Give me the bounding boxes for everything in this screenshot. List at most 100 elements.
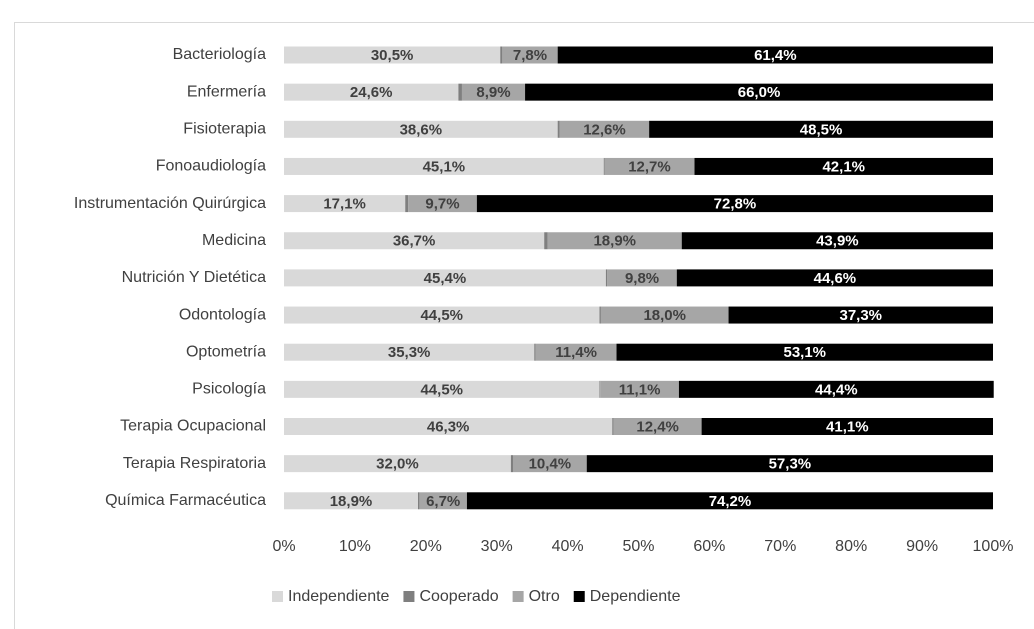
bar-segment (603, 157, 605, 175)
value-label: 32,0% (376, 456, 419, 473)
bar-segment (513, 455, 587, 473)
bar-segment (559, 120, 650, 138)
bar-segment (694, 157, 993, 175)
bar-segment (476, 195, 993, 213)
y-tick-label: Medicina (202, 232, 266, 249)
x-tick-label: 80% (835, 538, 867, 555)
x-tick-label: 70% (764, 538, 796, 555)
bar-segment (612, 418, 614, 435)
bar-segment (678, 380, 994, 398)
bar-segment (284, 380, 600, 398)
y-tick-label: Optometría (186, 343, 266, 360)
value-label: 17,1% (323, 196, 366, 213)
bar-segment (466, 492, 993, 510)
bar-segment (599, 380, 601, 398)
value-label: 38,6% (400, 121, 443, 138)
legend-swatch (272, 591, 283, 602)
legend-swatch (573, 591, 585, 602)
value-label: 11,1% (619, 381, 661, 398)
value-label: 10,4% (529, 456, 572, 473)
bar-segment (701, 418, 993, 435)
value-label: 18,0% (643, 307, 686, 324)
x-tick-label: 20% (410, 538, 442, 555)
y-tick-label: Fonoaudiología (156, 158, 266, 175)
bar-segment (461, 83, 526, 101)
bar-segment (586, 455, 993, 473)
bar-segment (284, 306, 600, 324)
value-label: 42,1% (822, 158, 865, 175)
bar-segment (284, 343, 535, 361)
bar-segment (649, 120, 993, 138)
bar-segment (600, 380, 679, 398)
value-label: 43,9% (816, 233, 859, 250)
bar-segment (544, 232, 548, 250)
value-label: 9,8% (625, 270, 659, 287)
y-tick-label: Terapia Respiratoria (123, 455, 266, 472)
bar-segment (605, 269, 608, 287)
bar-segment (728, 306, 993, 324)
value-label: 66,0% (738, 84, 781, 101)
bar-segment (681, 232, 993, 250)
bar-segment (284, 46, 501, 64)
x-tick-label: 100% (973, 538, 1014, 555)
bar-segment (616, 343, 993, 361)
y-tick-label: Fisioterapia (183, 121, 266, 138)
bar-segment (458, 83, 462, 101)
value-label: 18,9% (330, 493, 373, 510)
bar-segment (676, 269, 993, 287)
value-label: 12,4% (636, 418, 679, 435)
value-label: 35,3% (388, 344, 431, 361)
bar-segment (284, 232, 545, 250)
y-tick-label: Psicología (192, 381, 266, 398)
value-label: 44,4% (815, 381, 858, 398)
value-label: 24,6% (350, 84, 393, 101)
bar-segment (284, 157, 604, 175)
x-tick-label: 50% (622, 538, 654, 555)
value-label: 72,8% (714, 196, 757, 213)
value-label: 11,4% (555, 344, 597, 361)
legend-label: Dependiente (590, 588, 681, 605)
bar-segment (418, 492, 420, 510)
value-label: 53,1% (783, 344, 826, 361)
legend-swatch (512, 591, 524, 602)
y-tick-label: Odontología (179, 306, 266, 323)
bar-segment (535, 343, 617, 361)
bar-segment (284, 83, 459, 101)
bar-segment (613, 418, 702, 435)
value-label: 37,3% (839, 307, 882, 324)
y-tick-label: Bacteriología (173, 46, 266, 63)
chart-frame (14, 22, 1034, 629)
bar-segment (500, 46, 503, 64)
value-label: 74,2% (709, 493, 752, 510)
y-tick-label: Nutrición Y Dietética (122, 269, 266, 286)
x-tick-label: 0% (272, 538, 295, 555)
value-label: 44,5% (420, 381, 463, 398)
value-label: 8,9% (476, 84, 510, 101)
y-tick-label: Terapia Ocupacional (120, 418, 266, 435)
value-label: 30,5% (371, 47, 414, 64)
legend-label: Independiente (288, 588, 390, 605)
y-tick-label: Instrumentación Quirúrgica (74, 195, 266, 212)
bar-segment (284, 195, 406, 213)
bar-segment (284, 492, 419, 510)
value-label: 44,6% (814, 270, 857, 287)
bar-segment (284, 455, 511, 473)
bar-segment (604, 157, 695, 175)
x-tick-label: 60% (693, 538, 725, 555)
value-label: 61,4% (754, 47, 797, 64)
bar-segment (557, 120, 560, 138)
bar-segment (510, 455, 514, 473)
legend-label: Cooperado (419, 588, 498, 605)
value-label: 18,9% (593, 233, 636, 250)
legend-swatch (403, 591, 415, 602)
bar-segment (419, 492, 467, 510)
y-tick-label: Química Farmacéutica (105, 492, 266, 509)
y-tick-label: Enfermería (187, 83, 266, 100)
value-label: 7,8% (513, 47, 547, 64)
value-label: 44,5% (420, 307, 463, 324)
bar-segment (607, 269, 677, 287)
bar-segment (547, 232, 682, 250)
bar-segment (534, 343, 536, 361)
bar-segment (502, 46, 558, 64)
